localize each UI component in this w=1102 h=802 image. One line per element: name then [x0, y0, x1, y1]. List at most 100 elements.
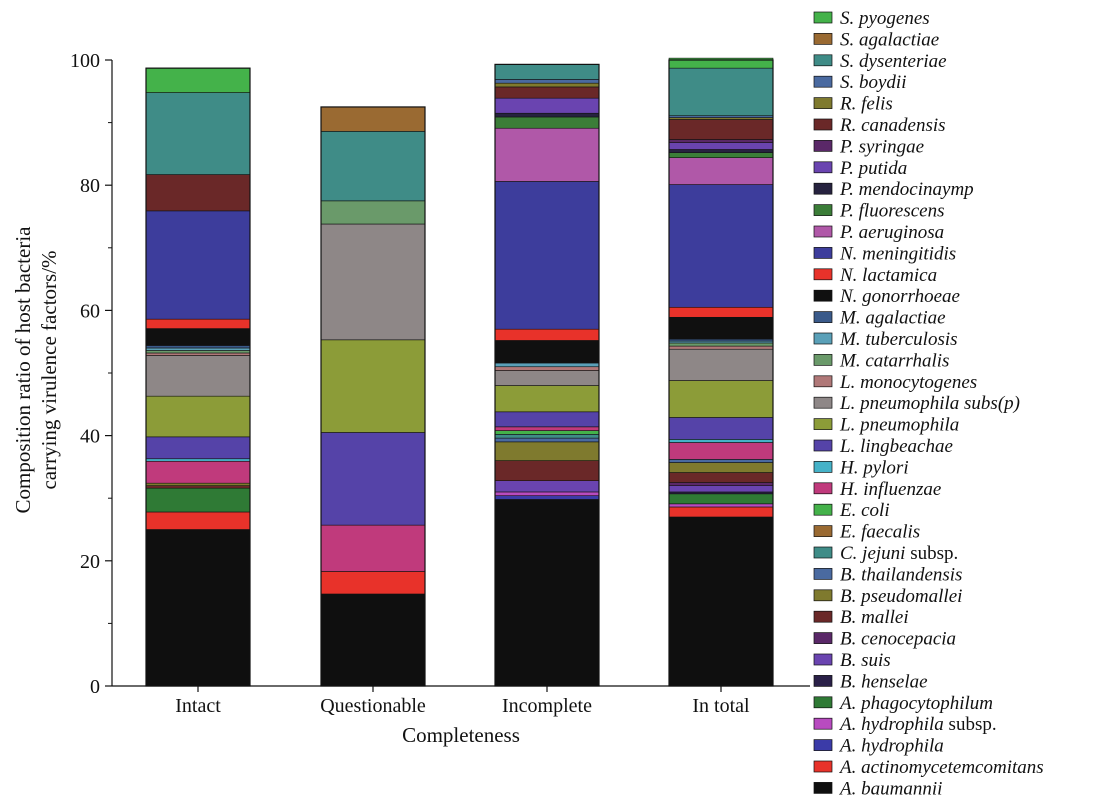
bar-segment	[494, 97, 600, 114]
legend-swatch	[813, 97, 833, 109]
legend-item: A. hydrophila	[813, 736, 944, 757]
axes-group: 0 20 40 60 80 100 Intact Questionable Incomplete…	[70, 50, 810, 717]
bar-segment	[668, 482, 774, 486]
legend-swatch	[813, 546, 833, 559]
bar-segment	[145, 347, 251, 351]
bar-segment	[494, 491, 600, 496]
bars-group	[145, 57, 774, 687]
legend-label: M. catarrhalis	[839, 350, 949, 371]
bar-segment	[494, 116, 600, 129]
y-tick-label: 0	[90, 676, 100, 698]
bar-segment	[494, 340, 600, 364]
legend-item: P. aeruginosa	[813, 222, 944, 243]
bar-segment	[320, 131, 426, 202]
legend-swatch	[813, 140, 833, 152]
x-tick-label: Incomplete	[502, 695, 592, 717]
legend-swatch	[813, 568, 833, 580]
legend-item: B. henselae	[813, 671, 928, 692]
legend-label: S. agalactiae	[840, 29, 939, 50]
bar-segment	[668, 342, 774, 347]
bar-segment	[494, 499, 600, 687]
bar-segment	[145, 92, 251, 175]
legend-swatch	[813, 354, 833, 366]
legend-item: P. syringae	[813, 136, 924, 157]
legend-label: L. lingbeachae	[839, 436, 953, 457]
bar-segment	[145, 328, 251, 346]
bar-segment	[668, 380, 774, 418]
legend-label: H. influenzae	[839, 479, 941, 500]
legend-label: P. putida	[839, 158, 907, 179]
bar-segment	[320, 432, 426, 526]
bar-segment	[668, 316, 774, 340]
legend-label: B. cenocepacia	[840, 629, 956, 650]
x-axis-label: Completeness	[402, 723, 520, 747]
legend-label: C. jejuni subsp.	[840, 543, 958, 564]
bar-segment	[668, 439, 774, 443]
legend-label: P. aeruginosa	[839, 222, 944, 243]
bar-segment	[320, 106, 426, 132]
legend-label: S. pyogenes	[840, 8, 930, 29]
bar-segment	[668, 119, 774, 140]
bar-segment	[145, 352, 251, 356]
legend-label: P. syringae	[839, 136, 924, 157]
legend-item: C. jejuni subsp.	[813, 543, 958, 564]
legend-swatch	[813, 525, 833, 537]
legend-swatch	[813, 289, 833, 302]
bar-segment	[668, 493, 774, 505]
legend-swatch	[813, 311, 833, 323]
legend-swatch	[813, 782, 833, 794]
legend-item: B. mallei	[813, 607, 909, 628]
x-tick-label: In total	[692, 695, 750, 717]
bar-segment	[494, 426, 600, 431]
bar-segment	[320, 339, 426, 433]
bar-segment	[494, 460, 600, 481]
legend-label: M. tuberculosis	[839, 329, 958, 350]
y-tick-label: 20	[80, 551, 100, 573]
bar-stack-intact	[145, 67, 251, 687]
bar-segment	[668, 506, 774, 518]
y-tick-label: 100	[70, 50, 100, 72]
legend-item: A. actinomycetemcomitans	[813, 757, 1044, 778]
legend-swatch	[813, 396, 833, 409]
bar-segment	[494, 366, 600, 371]
bar-segment	[668, 152, 774, 158]
bar-segment	[494, 441, 600, 461]
legend-label: B. pseudomallei	[840, 586, 962, 607]
legend-label: A. hydrophila	[838, 736, 944, 757]
bar-segment	[145, 529, 251, 687]
legend-swatch	[813, 225, 833, 238]
bar-segment	[494, 181, 600, 330]
legend-item: B. suis	[813, 650, 891, 671]
legend-label: R. felis	[839, 94, 893, 115]
legend-label: L. pneumophila subs(p)	[839, 393, 1020, 414]
legend-item: E. coli	[813, 500, 890, 521]
legend-item: A. baumannii	[813, 778, 942, 799]
legend-label: A. actinomycetemcomitans	[838, 757, 1044, 778]
bar-segment	[494, 437, 600, 443]
legend-item: H. pylori	[813, 457, 909, 478]
bar-segment	[145, 174, 251, 212]
bar-segment	[145, 460, 251, 484]
legend-item: N. gonorrhoeae	[813, 286, 960, 307]
legend-label: A. baumannii	[838, 778, 942, 799]
legend-item: L. lingbeachae	[813, 436, 953, 457]
legend-label: B. henselae	[840, 671, 928, 692]
bar-segment	[494, 362, 600, 368]
legend-item: N. meningitidis	[813, 243, 956, 264]
bar-segment	[494, 434, 600, 439]
bar-segment	[494, 411, 600, 428]
legend-item: B. thailandensis	[813, 564, 962, 585]
y-axis-label-line-1: Composition ratio of host bacteria	[11, 226, 35, 514]
bar-segment	[668, 157, 774, 185]
bar-segment	[668, 472, 774, 483]
bar-segment	[668, 67, 774, 117]
bar-segment	[145, 511, 251, 530]
legend-item: A. phagocytophilum	[813, 693, 993, 714]
bar-segment	[494, 112, 600, 118]
bar-segment	[145, 345, 251, 349]
bar-segment	[145, 67, 251, 93]
y-axis-label-line-2: carrying virulence factors/%	[37, 250, 61, 489]
bar-segment	[668, 503, 774, 508]
bar-segment	[494, 82, 600, 88]
